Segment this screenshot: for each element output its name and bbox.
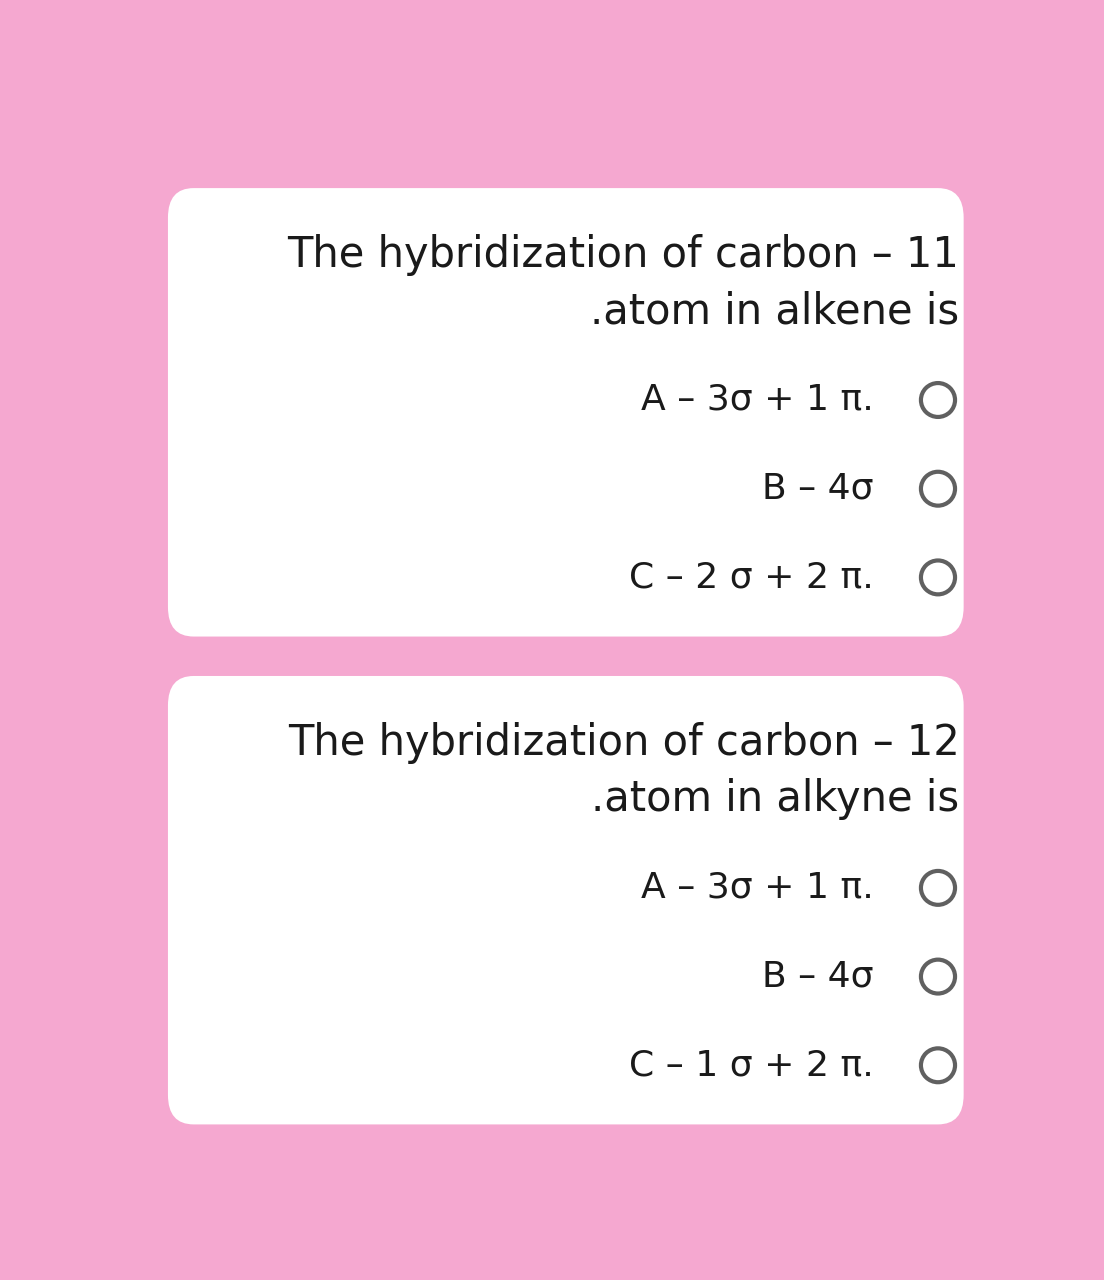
Text: A – 3σ + 1 π.: A – 3σ + 1 π. [641, 870, 874, 905]
Text: C – 1 σ + 2 π.: C – 1 σ + 2 π. [629, 1048, 874, 1083]
Text: .atom in alkyne is: .atom in alkyne is [592, 778, 959, 820]
Text: B – 4σ: B – 4σ [763, 960, 874, 993]
Text: .atom in alkene is: .atom in alkene is [591, 291, 959, 333]
FancyBboxPatch shape [168, 188, 964, 636]
Text: A – 3σ + 1 π.: A – 3σ + 1 π. [641, 383, 874, 417]
FancyBboxPatch shape [168, 676, 964, 1124]
Text: The hybridization of carbon – 12: The hybridization of carbon – 12 [288, 722, 959, 764]
Text: B – 4σ: B – 4σ [763, 472, 874, 506]
Text: C – 2 σ + 2 π.: C – 2 σ + 2 π. [629, 561, 874, 594]
Text: The hybridization of carbon – 11: The hybridization of carbon – 11 [287, 234, 959, 276]
